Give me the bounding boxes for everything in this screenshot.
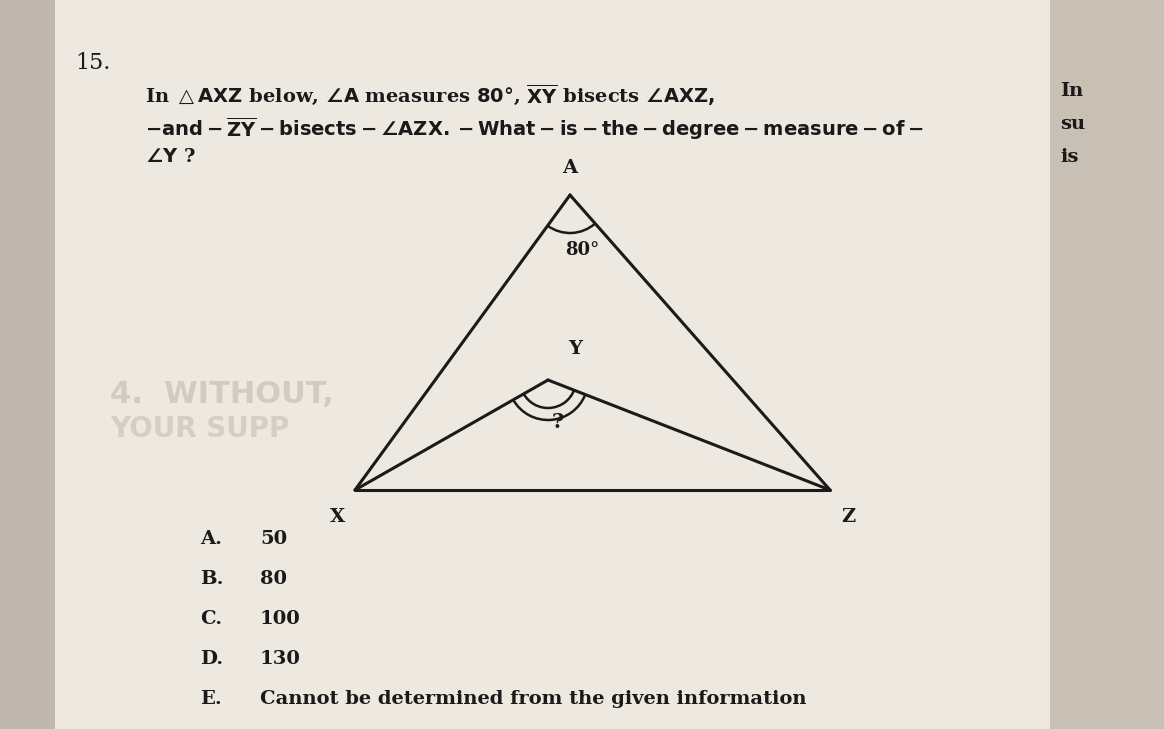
Text: D.: D. [200,650,223,668]
Text: $\mathbf{\angle Y}$ ?: $\mathbf{\angle Y}$ ? [146,148,196,166]
Text: 80: 80 [260,570,288,588]
Bar [1050,0,1164,729]
Text: 100: 100 [260,610,300,628]
Text: 50: 50 [260,530,288,548]
Text: 15.: 15. [74,52,111,74]
Text: ?: ? [552,412,565,432]
Text: X: X [329,508,345,526]
Text: is: is [1060,148,1078,166]
Text: 4.  WITHOUT,: 4. WITHOUT, [111,380,334,409]
Bar [0,0,55,729]
Text: In: In [1060,82,1084,100]
Text: A.: A. [200,530,222,548]
Text: Z: Z [840,508,856,526]
Text: B.: B. [200,570,223,588]
Text: Cannot be determined from the given information: Cannot be determined from the given info… [260,690,807,708]
Text: Y: Y [568,340,582,358]
Text: 80°: 80° [565,241,599,259]
Text: su: su [1060,115,1085,133]
Text: In $\mathbf{\triangle AXZ}$ below, $\mathbf{\angle A}$ measures $\mathbf{80°}$, : In $\mathbf{\triangle AXZ}$ below, $\mat… [146,82,715,107]
Text: C.: C. [200,610,222,628]
Text: A: A [562,159,577,177]
Text: $\mathbf{-and-\overline{ZY}-bisects-\angle AZX.-What-is-the-degree-measure-of-}$: $\mathbf{-and-\overline{ZY}-bisects-\ang… [146,115,924,142]
Text: E.: E. [200,690,222,708]
Text: 130: 130 [260,650,300,668]
Text: YOUR SUPP: YOUR SUPP [111,415,289,443]
